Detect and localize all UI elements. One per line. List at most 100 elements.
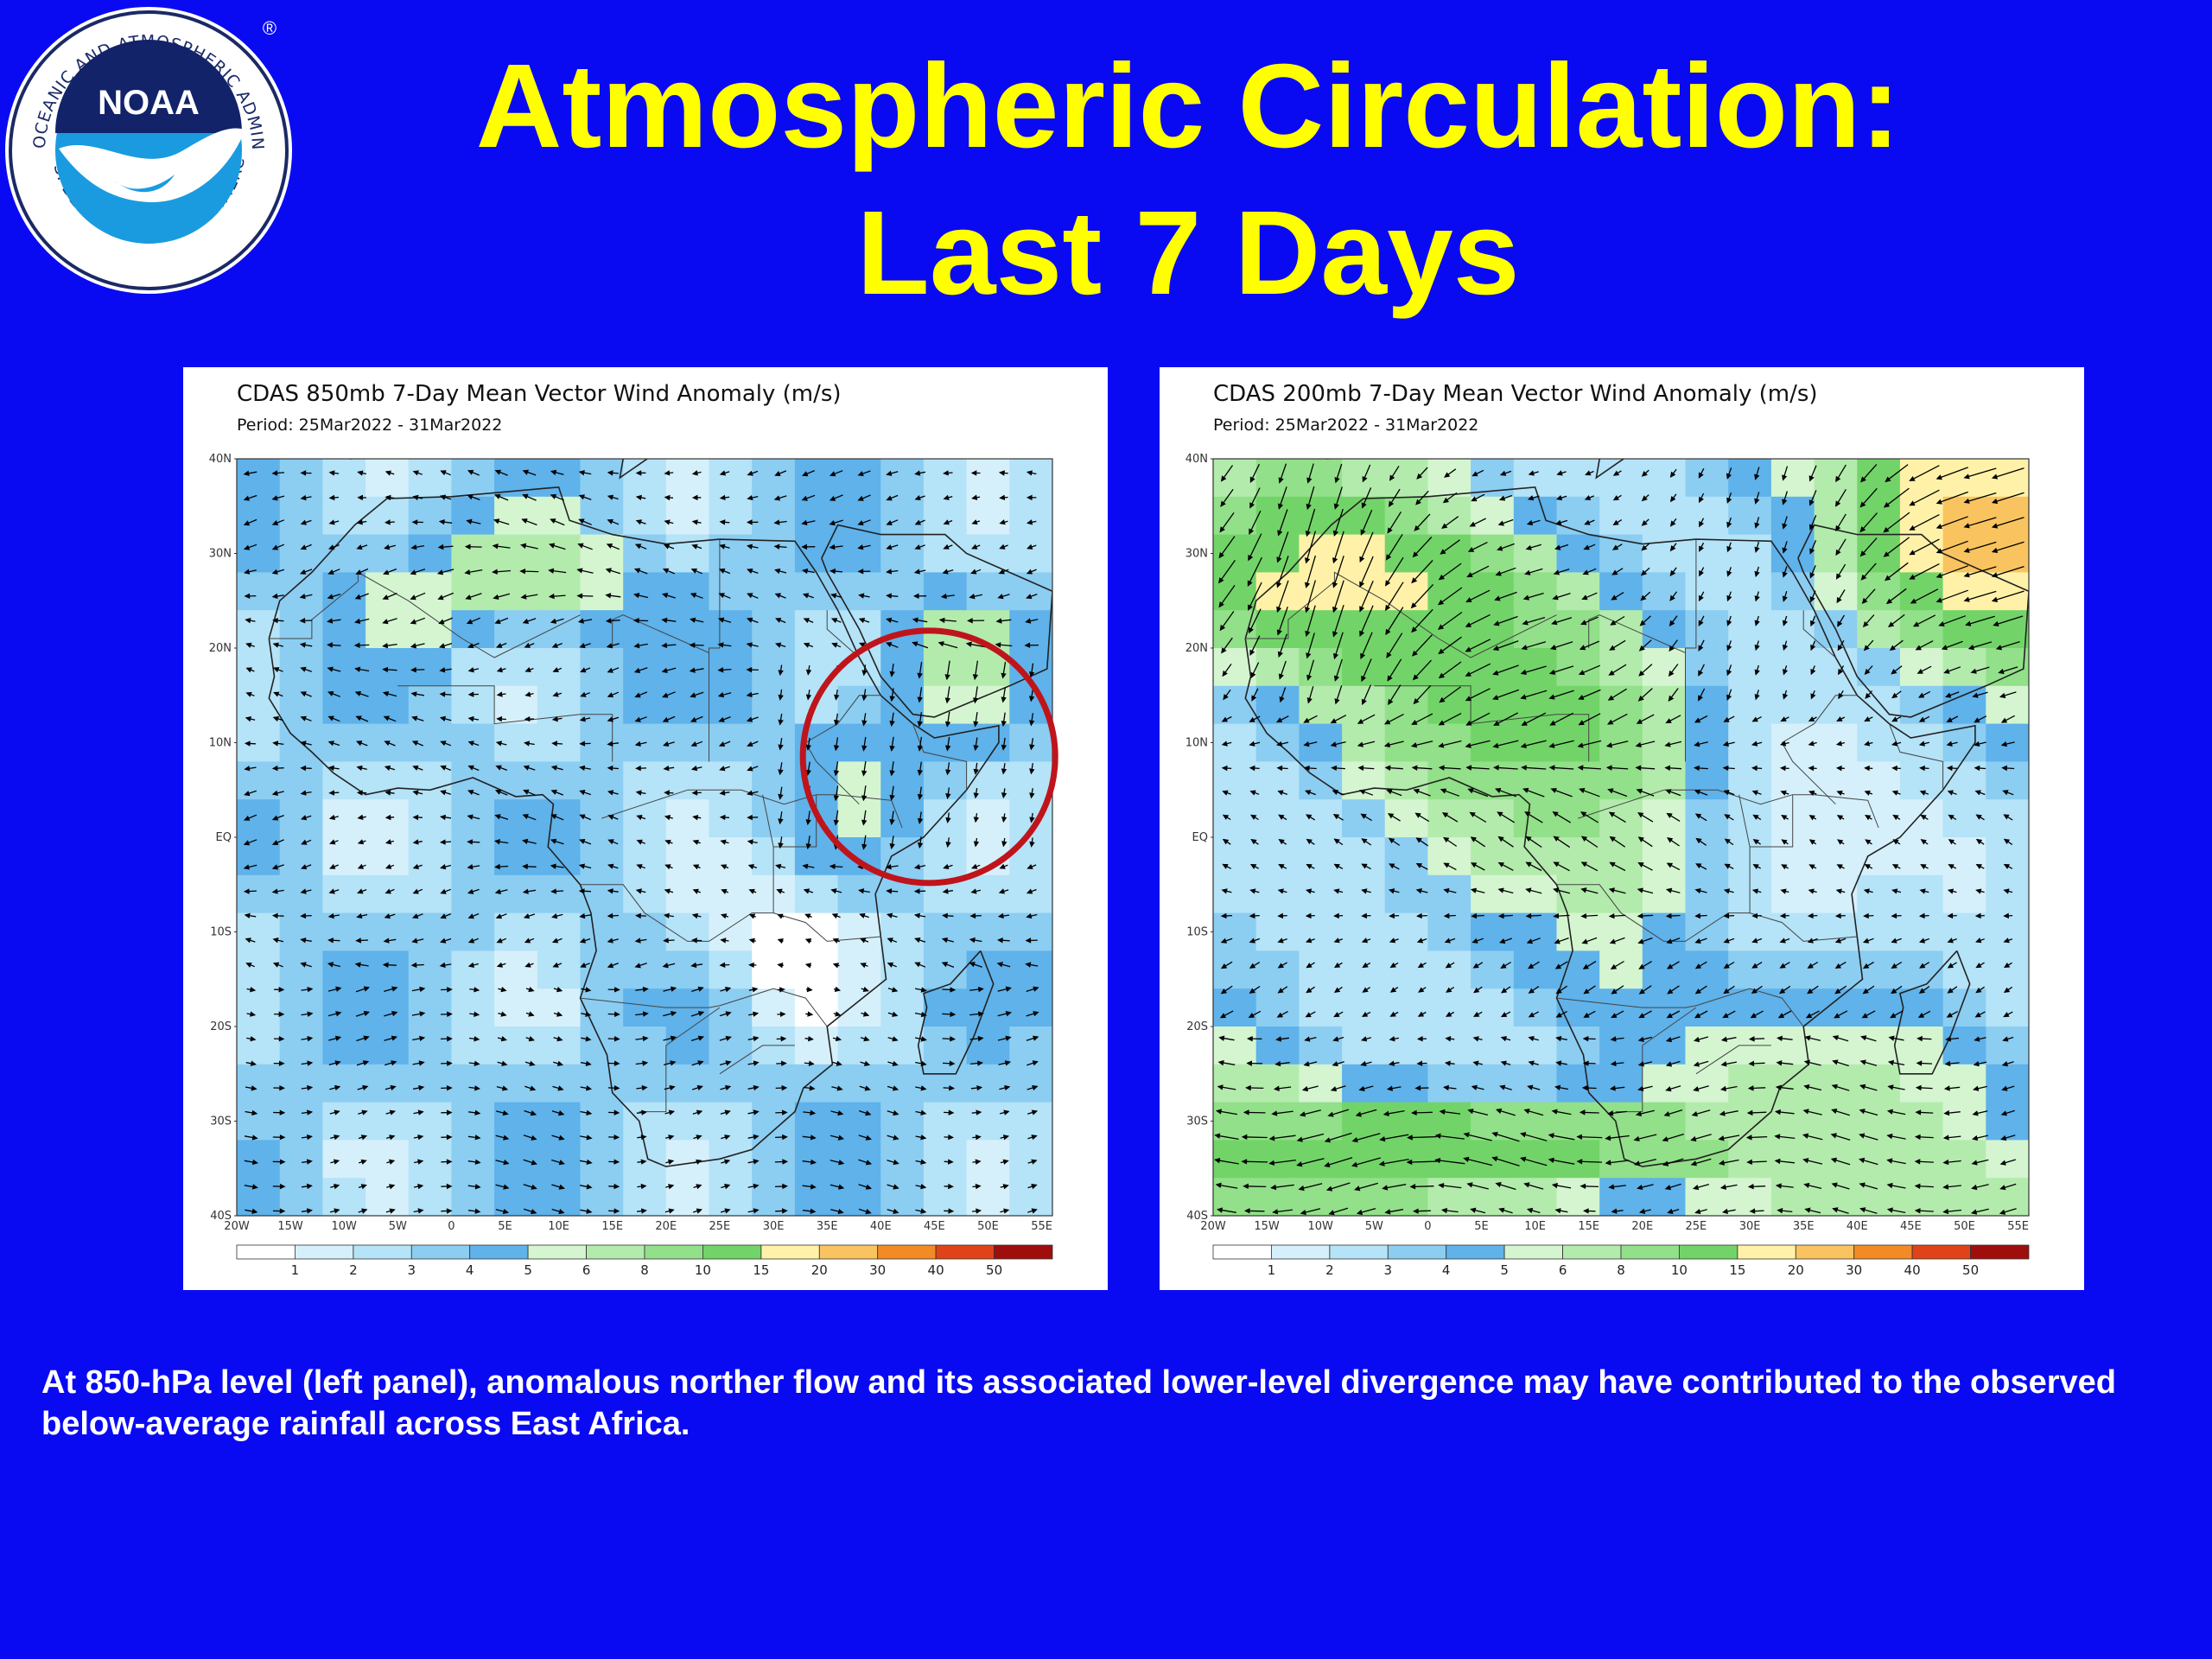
lon-tick-label: 35E [817,1220,838,1233]
lon-tick-label: 5W [389,1220,407,1233]
lon-tick-label: 45E [1900,1220,1922,1233]
colorbar-label: 5 [524,1262,532,1278]
colorbar-label: 6 [1559,1262,1567,1278]
east-africa-highlight-circle [799,627,1058,887]
lat-tick-label: 10S [1186,926,1208,939]
colorbar: 1 2 3 4 5 6 8 10 15 20 30 40 50 [236,1244,1053,1278]
lat-tick-label: EQ [1192,831,1208,844]
lat-tick-label: 40N [209,453,232,466]
colorbar: 1 2 3 4 5 6 8 10 15 20 30 40 50 [1212,1244,2030,1278]
lat-tick-label: 10N [209,737,232,750]
colorbar-label: 10 [695,1262,711,1278]
registered-mark: ® [263,17,276,39]
lon-tick-label: 5E [498,1220,512,1233]
panel-period: Period: 25Mar2022 - 31Mar2022 [237,416,503,435]
panel-200mb: CDAS 200mb 7-Day Mean Vector Wind Anomal… [1160,367,2084,1290]
lon-tick-label: 15E [1578,1220,1599,1233]
lon-tick-label: 15W [1254,1220,1280,1233]
lat-tick-label: 20S [1186,1020,1208,1033]
lon-tick-label: 20E [655,1220,677,1233]
lon-tick-label: 30E [1739,1220,1761,1233]
colorbar-label: 10 [1671,1262,1688,1278]
colorbar-label: 15 [1729,1262,1745,1278]
lat-tick-label: 10S [210,926,232,939]
logo-center-text: NOAA [98,84,200,122]
colorbar-label: 20 [811,1262,828,1278]
panel-title: CDAS 850mb 7-Day Mean Vector Wind Anomal… [237,381,842,407]
lon-tick-label: 5E [1474,1220,1489,1233]
lon-tick-label: 40E [870,1220,892,1233]
colorbar-label: 50 [1962,1262,1979,1278]
colorbar-label: 8 [1617,1262,1625,1278]
lat-tick-label: 30N [209,548,232,561]
lat-tick-label: 10N [1185,737,1208,750]
lon-tick-label: 20E [1631,1220,1653,1233]
country-borders [1245,539,1944,1113]
lat-tick-label: 30N [1185,548,1208,561]
lon-tick-label: 0 [1424,1220,1431,1233]
colorbar-label: 8 [640,1262,649,1278]
lon-tick-label: 45E [924,1220,945,1233]
colorbar-label: 30 [1846,1262,1862,1278]
lon-tick-label: 55E [1031,1220,1052,1233]
lon-tick-label: 55E [2007,1220,2029,1233]
lon-tick-label: 10E [548,1220,569,1233]
colorbar-label: 4 [1442,1262,1451,1278]
lat-tick-label: 20N [1185,642,1208,655]
slide-caption: At 850-hPa level (left panel), anomalous… [41,1364,2116,1442]
lat-tick-label: 40S [1186,1210,1208,1223]
lon-tick-label: 20W [1200,1220,1226,1233]
lon-tick-label: 30E [763,1220,785,1233]
panel-850mb: CDAS 850mb 7-Day Mean Vector Wind Anomal… [183,367,1108,1290]
lat-tick-label: 30S [1186,1116,1208,1128]
coastlines [268,459,1052,1167]
lon-tick-label: 15W [277,1220,303,1233]
colorbar-label: 50 [986,1262,1002,1278]
lon-tick-label: 50E [977,1220,999,1233]
colorbar-label: 40 [1904,1262,1921,1278]
colorbar-label: 3 [1384,1262,1393,1278]
slide-title: Atmospheric Circulation: Last 7 Days [328,33,2048,327]
colorbar-label: 5 [1500,1262,1509,1278]
lon-tick-label: 40E [1847,1220,1868,1233]
lon-tick-label: 20W [224,1220,250,1233]
lat-tick-label: 40S [210,1210,232,1223]
colorbar-label: 40 [928,1262,944,1278]
lon-tick-label: 10E [1524,1220,1546,1233]
colorbar-label: 15 [753,1262,769,1278]
wind-vectors [1214,463,2024,1216]
lat-tick-label: 30S [210,1116,232,1128]
lat-tick-label: 20S [210,1020,232,1033]
lon-tick-label: 10W [331,1220,357,1233]
lat-tick-label: EQ [216,831,232,844]
colorbar-label: 3 [408,1262,416,1278]
colorbar-label: 2 [349,1262,358,1278]
lon-tick-label: 15E [601,1220,623,1233]
lon-tick-label: 25E [709,1220,731,1233]
country-borders [269,539,968,1113]
lon-tick-label: 10W [1307,1220,1333,1233]
shaded-field [237,459,1052,1216]
lon-tick-label: 50E [1954,1220,1975,1233]
title-line-1: Atmospheric Circulation: [475,40,1901,173]
colorbar-label: 6 [582,1262,591,1278]
lon-tick-label: 35E [1793,1220,1815,1233]
lon-tick-label: 0 [448,1220,454,1233]
lat-tick-label: 40N [1185,453,1208,466]
title-line-2: Last 7 Days [856,187,1520,320]
colorbar-label: 4 [466,1262,474,1278]
colorbar-label: 2 [1325,1262,1334,1278]
lon-tick-label: 5W [1365,1220,1383,1233]
panel-title: CDAS 200mb 7-Day Mean Vector Wind Anomal… [1213,381,1818,407]
noaa-logo: NATIONAL OCEANIC AND ATMOSPHERIC ADMINIS… [2,3,292,294]
lat-tick-label: 20N [209,642,232,655]
colorbar-label: 20 [1788,1262,1804,1278]
lon-tick-label: 25E [1686,1220,1707,1233]
panel-period: Period: 25Mar2022 - 31Mar2022 [1213,416,1479,435]
colorbar-label: 1 [1268,1262,1276,1278]
colorbar-label: 30 [869,1262,886,1278]
colorbar-label: 1 [291,1262,300,1278]
shaded-field [1213,459,2029,1216]
